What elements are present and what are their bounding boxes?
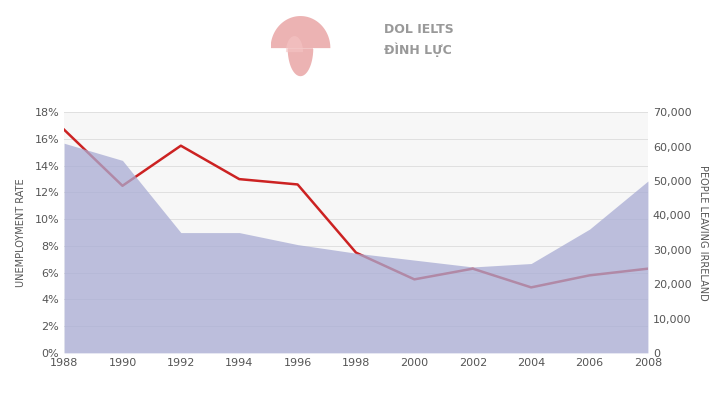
Y-axis label: UNEMPLOYMENT RATE: UNEMPLOYMENT RATE	[16, 178, 26, 287]
Y-axis label: PEOPLE LEAVING IRRELAND: PEOPLE LEAVING IRRELAND	[698, 165, 708, 300]
PathPatch shape	[286, 36, 303, 52]
Text: DOL IELTS
ĐÌNH LỰC: DOL IELTS ĐÌNH LỰC	[384, 23, 454, 57]
PathPatch shape	[271, 16, 330, 76]
